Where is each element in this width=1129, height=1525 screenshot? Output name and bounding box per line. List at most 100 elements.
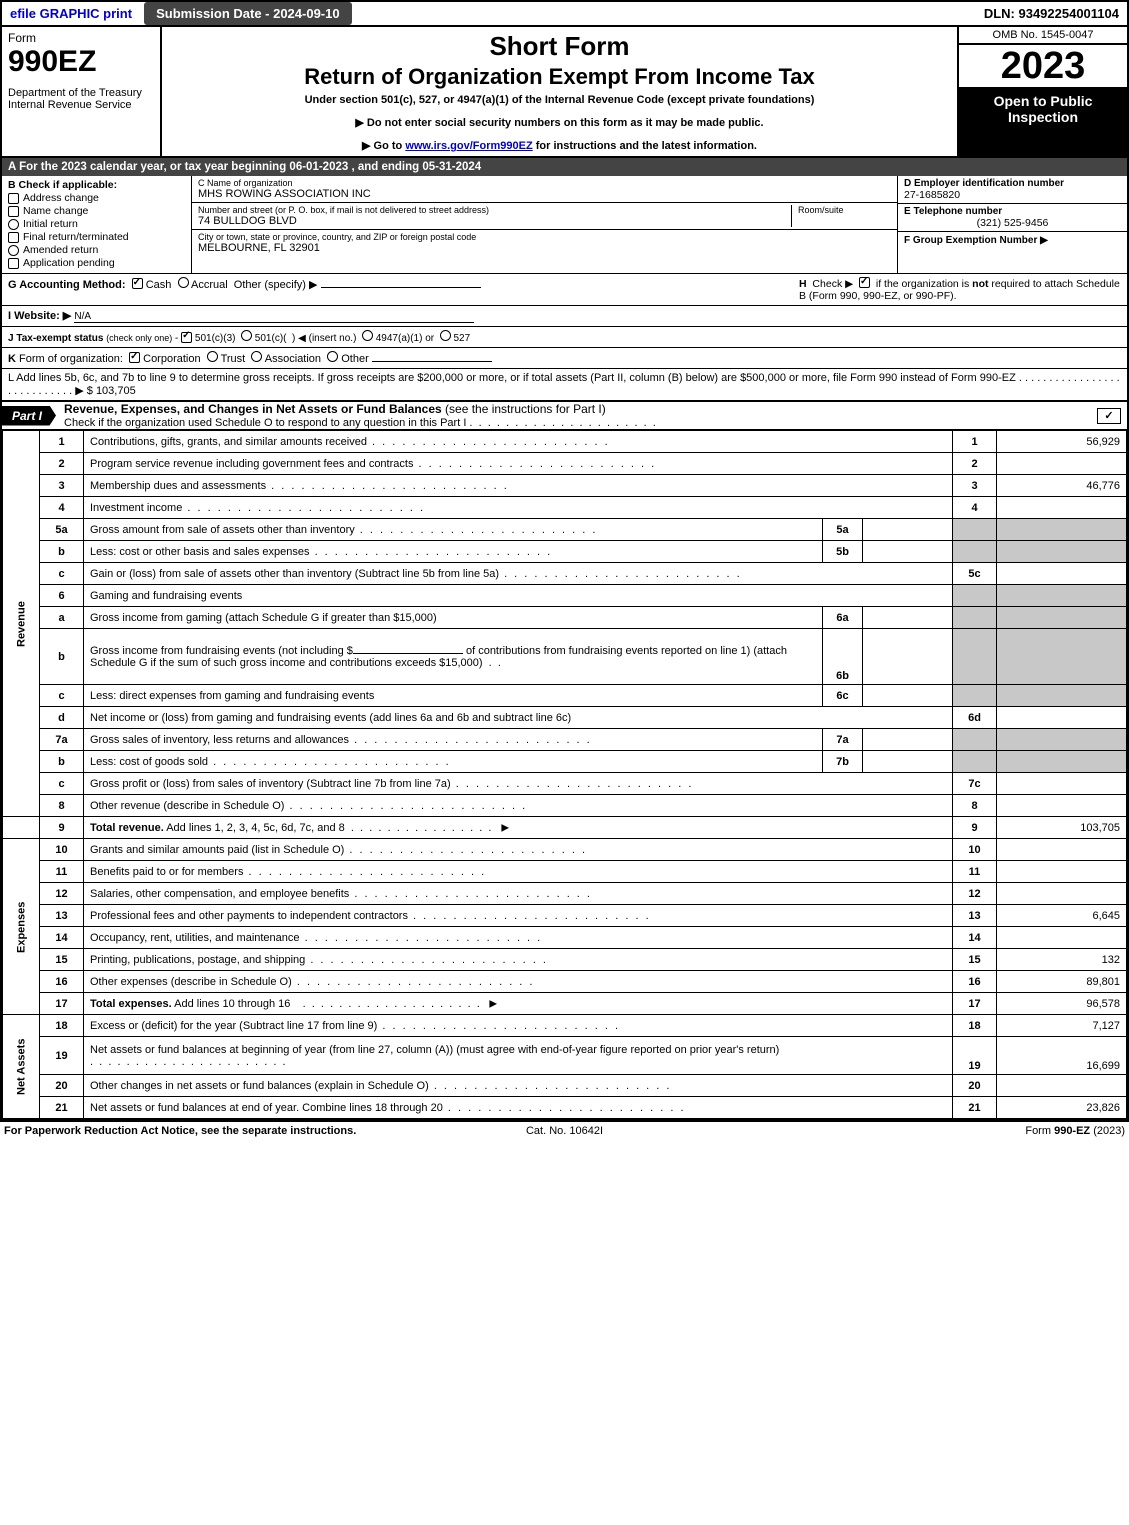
mini-val bbox=[863, 607, 953, 629]
corp-checkbox[interactable] bbox=[129, 352, 140, 363]
line-desc: Gross profit or (loss) from sales of inv… bbox=[90, 778, 946, 790]
website-label: I Website: ▶ bbox=[8, 310, 71, 322]
line-ref: 19 bbox=[953, 1037, 997, 1075]
grey-cell bbox=[953, 519, 997, 541]
page-footer: For Paperwork Reduction Act Notice, see … bbox=[0, 1121, 1129, 1140]
cash-checkbox[interactable] bbox=[132, 278, 143, 289]
mini-val bbox=[863, 519, 953, 541]
527-checkbox[interactable] bbox=[440, 330, 451, 341]
line-desc: Contributions, gifts, grants, and simila… bbox=[90, 436, 946, 448]
line-7b: b Less: cost of goods sold 7b bbox=[3, 751, 1127, 773]
checkbox-initial-return[interactable]: Initial return bbox=[8, 218, 185, 230]
line-2: 2 Program service revenue including gove… bbox=[3, 453, 1127, 475]
line-ref: 7c bbox=[953, 773, 997, 795]
line-amount bbox=[997, 839, 1127, 861]
line-num: 14 bbox=[40, 927, 84, 949]
line-num: c bbox=[40, 563, 84, 585]
omb-number: OMB No. 1545-0047 bbox=[959, 27, 1127, 45]
line-desc: Less: cost of goods sold bbox=[90, 756, 816, 768]
accrual-checkbox[interactable] bbox=[178, 277, 189, 288]
form-container: Form 990EZ Department of the Treasury In… bbox=[0, 25, 1129, 1121]
line-16: 16 Other expenses (describe in Schedule … bbox=[3, 971, 1127, 993]
mini-ref: 7b bbox=[823, 751, 863, 773]
other-org-checkbox[interactable] bbox=[327, 351, 338, 362]
line-num: 5a bbox=[40, 519, 84, 541]
line-ref: 13 bbox=[953, 905, 997, 927]
part-1-table: Revenue 1 Contributions, gifts, grants, … bbox=[2, 430, 1127, 1119]
line-ref: 8 bbox=[953, 795, 997, 817]
line-amount bbox=[997, 861, 1127, 883]
checkbox-address-change[interactable]: Address change bbox=[8, 192, 185, 204]
line-desc: Printing, publications, postage, and shi… bbox=[90, 954, 946, 966]
city-label: City or town, state or province, country… bbox=[198, 232, 891, 242]
grey-cell bbox=[953, 629, 997, 685]
ssn-warning: ▶ Do not enter social security numbers o… bbox=[170, 116, 949, 129]
line-4: 4 Investment income 4 bbox=[3, 497, 1127, 519]
goto-post: for instructions and the latest informat… bbox=[533, 140, 757, 152]
section-b-c-d: B Check if applicable: Address change Na… bbox=[2, 176, 1127, 274]
line-desc: Program service revenue including govern… bbox=[90, 458, 946, 470]
line-num: 6 bbox=[40, 585, 84, 607]
ein-label: D Employer identification number bbox=[904, 178, 1121, 189]
schedule-o-checkbox[interactable]: ✓ bbox=[1097, 408, 1121, 424]
assoc-checkbox[interactable] bbox=[251, 351, 262, 362]
line-num: 3 bbox=[40, 475, 84, 497]
line-ref: 20 bbox=[953, 1075, 997, 1097]
501c3-checkbox[interactable] bbox=[181, 332, 192, 343]
open-to-public-badge: Open to Public Inspection bbox=[959, 89, 1127, 156]
line-desc: Other changes in net assets or fund bala… bbox=[90, 1080, 946, 1092]
line-num: 19 bbox=[40, 1037, 84, 1075]
line-num: 11 bbox=[40, 861, 84, 883]
line-amount: 7,127 bbox=[997, 1015, 1127, 1037]
part-1-tag: Part I bbox=[2, 406, 56, 426]
checkbox-name-change[interactable]: Name change bbox=[8, 205, 185, 217]
line-ref: 9 bbox=[953, 817, 997, 839]
line-15: 15 Printing, publications, postage, and … bbox=[3, 949, 1127, 971]
checkbox-application-pending[interactable]: Application pending bbox=[8, 257, 185, 269]
irs-link[interactable]: www.irs.gov/Form990EZ bbox=[405, 140, 532, 152]
line-ref: 14 bbox=[953, 927, 997, 949]
short-form-title: Short Form bbox=[170, 31, 949, 62]
return-title: Return of Organization Exempt From Incom… bbox=[170, 64, 949, 90]
group-exemption-block: F Group Exemption Number ▶ bbox=[898, 232, 1127, 248]
line-6d: d Net income or (loss) from gaming and f… bbox=[3, 707, 1127, 729]
form-label: Form bbox=[8, 31, 154, 45]
checkbox-amended-return[interactable]: Amended return bbox=[8, 244, 185, 256]
line-desc: Gaming and fundraising events bbox=[90, 590, 242, 602]
line-18: Net Assets 18 Excess or (deficit) for th… bbox=[3, 1015, 1127, 1037]
section-d-e-f: D Employer identification number 27-1685… bbox=[897, 176, 1127, 273]
line-desc: Less: direct expenses from gaming and fu… bbox=[90, 690, 816, 702]
line-num: 15 bbox=[40, 949, 84, 971]
arrow-icon: ▶ bbox=[489, 998, 497, 1010]
blank-side bbox=[3, 817, 40, 839]
line-ref: 1 bbox=[953, 431, 997, 453]
line-6b-desc: Gross income from fundraising events (no… bbox=[84, 629, 823, 685]
line-num: b bbox=[40, 751, 84, 773]
schedule-b-checkbox[interactable] bbox=[859, 277, 870, 288]
checkbox-final-return[interactable]: Final return/terminated bbox=[8, 231, 185, 243]
line-9: 9 Total revenue. Add lines 1, 2, 3, 4, 5… bbox=[3, 817, 1127, 839]
mini-ref: 5b bbox=[823, 541, 863, 563]
line-5b: b Less: cost or other basis and sales ex… bbox=[3, 541, 1127, 563]
line-desc: Occupancy, rent, utilities, and maintena… bbox=[90, 932, 946, 944]
4947-checkbox[interactable] bbox=[362, 330, 373, 341]
line-ref: 12 bbox=[953, 883, 997, 905]
line-desc: Gross sales of inventory, less returns a… bbox=[90, 734, 816, 746]
501c-checkbox[interactable] bbox=[241, 330, 252, 341]
room-label: Room/suite bbox=[798, 205, 891, 215]
line-8: 8 Other revenue (describe in Schedule O)… bbox=[3, 795, 1127, 817]
line-amount bbox=[997, 773, 1127, 795]
line-num: b bbox=[40, 541, 84, 563]
line-desc: Grants and similar amounts paid (list in… bbox=[90, 844, 946, 856]
trust-checkbox[interactable] bbox=[207, 351, 218, 362]
line-num: 1 bbox=[40, 431, 84, 453]
mini-val bbox=[863, 629, 953, 685]
arrow-icon: ▶ bbox=[501, 822, 509, 834]
line-amount: 132 bbox=[997, 949, 1127, 971]
efile-link[interactable]: efile GRAPHIC print bbox=[2, 3, 140, 24]
line-20: 20 Other changes in net assets or fund b… bbox=[3, 1075, 1127, 1097]
footer-left: For Paperwork Reduction Act Notice, see … bbox=[4, 1125, 378, 1137]
row-l-gross-receipts: L Add lines 5b, 6c, and 7b to line 9 to … bbox=[2, 369, 1127, 401]
line-6: 6 Gaming and fundraising events bbox=[3, 585, 1127, 607]
revenue-side-label: Revenue bbox=[3, 431, 40, 817]
